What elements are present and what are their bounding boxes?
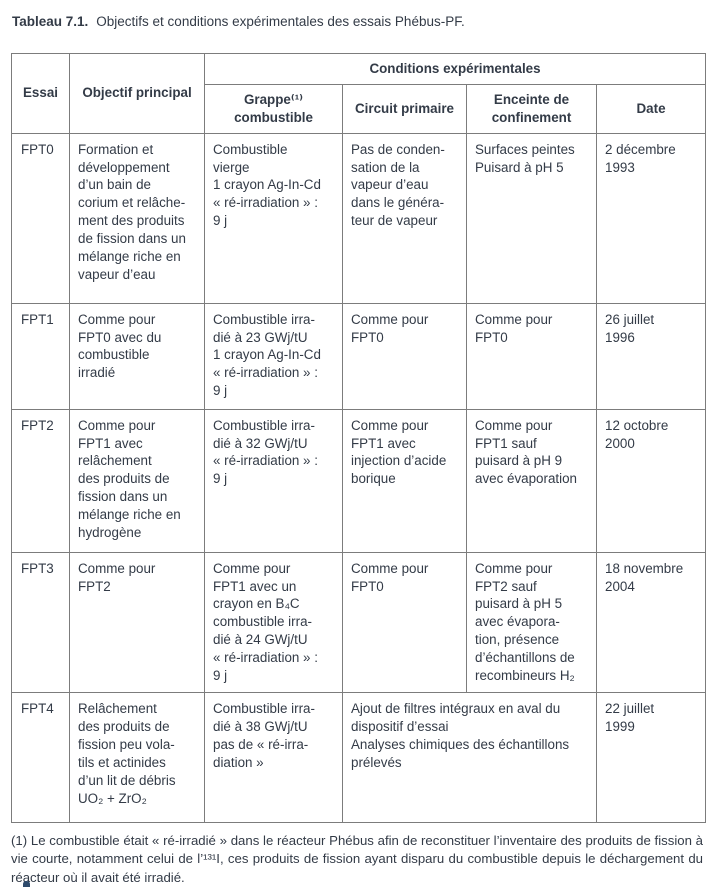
cell-date: 2 décembre 1993 <box>595 132 707 304</box>
column-header-objectif: Objectif principal <box>69 52 205 134</box>
table-caption-text: Objectifs et conditions expérimentales d… <box>96 14 465 29</box>
cell-circuit: Pas de conden- sation de la vapeur d’eau… <box>342 132 467 304</box>
cell-objectif: Relâchement des produits de fission peu … <box>69 692 205 824</box>
table-row-fpt3: FPT3 Comme pour FPT2 Comme pour FPT1 ave… <box>11 551 707 694</box>
cell-grappe: Comme pour FPT1 avec un crayon en B₄C co… <box>204 551 343 694</box>
cell-grappe: Combustible vierge 1 crayon Ag-In-Cd « r… <box>204 132 343 304</box>
column-header-essai: Essai <box>11 52 70 134</box>
cell-circuit: Comme pour FPT0 <box>342 551 467 694</box>
cell-enceinte: Comme pour FPT0 <box>466 302 597 410</box>
column-header-enceinte: Enceinte de confinement <box>466 83 597 134</box>
cell-circuit: Comme pour FPT0 <box>342 302 467 410</box>
column-header-circuit: Circuit primaire <box>342 83 467 134</box>
cell-date: 22 juillet 1999 <box>595 692 707 824</box>
cell-essai: FPT1 <box>11 302 70 410</box>
cell-objectif: Comme pour FPT0 avec du combustible irra… <box>69 302 205 410</box>
cell-circuit-enceinte-merged: Ajout de filtres intégraux en aval du di… <box>342 692 597 824</box>
table-row-fpt0: FPT0 Formation et développement d’un bai… <box>11 132 707 304</box>
table-caption-label: Tableau 7.1. <box>12 14 89 29</box>
column-header-date: Date <box>595 83 707 134</box>
cell-enceinte: Comme pour FPT1 sauf puisard à pH 9 avec… <box>466 408 597 553</box>
cell-enceinte: Comme pour FPT2 sauf puisard à pH 5 avec… <box>466 551 597 694</box>
table-row-fpt4: FPT4 Relâchement des produits de fission… <box>11 692 707 824</box>
cutoff-page-element <box>23 881 30 887</box>
cell-date: 26 juillet 1996 <box>595 302 707 410</box>
cell-grappe: Combustible irra- dié à 32 GWj/tU « ré-i… <box>204 408 343 553</box>
experiments-table: Essai Objectif principal Conditions expé… <box>11 52 707 824</box>
cell-essai: FPT2 <box>11 408 70 553</box>
table-row-fpt1: FPT1 Comme pour FPT0 avec du combustible… <box>11 302 707 410</box>
table-row-fpt2: FPT2 Comme pour FPT1 avec relâchement de… <box>11 408 707 553</box>
cell-objectif: Formation et développement d’un bain de … <box>69 132 205 304</box>
header-row-2: Grappe⁽¹⁾ combustible Circuit primaire E… <box>12 83 707 134</box>
cell-essai: FPT0 <box>11 132 70 304</box>
cell-objectif: Comme pour FPT1 avec relâchement des pro… <box>69 408 205 553</box>
footnote: (1) Le combustible était « ré-irradié » … <box>11 833 703 885</box>
header-row-1: Essai Objectif principal Conditions expé… <box>11 52 707 134</box>
cell-essai: FPT4 <box>11 692 70 824</box>
table-caption: Tableau 7.1. Objectifs et conditions expé… <box>12 13 703 31</box>
cell-essai: FPT3 <box>11 551 70 694</box>
cell-enceinte: Surfaces peintes Puisard à pH 5 <box>466 132 597 304</box>
cell-date: 18 novembre 2004 <box>595 551 707 694</box>
column-header-conditions: Conditions expérimentales <box>203 52 707 85</box>
column-header-grappe: Grappe⁽¹⁾ combustible <box>204 83 343 134</box>
cell-grappe: Combustible irra- dié à 38 GWj/tU pas de… <box>204 692 343 824</box>
cell-date: 12 octobre 2000 <box>595 408 707 553</box>
cell-grappe: Combustible irra- dié à 23 GWj/tU 1 cray… <box>204 302 343 410</box>
cell-objectif: Comme pour FPT2 <box>69 551 205 694</box>
cell-circuit: Comme pour FPT1 avec injection d’acide b… <box>342 408 467 553</box>
